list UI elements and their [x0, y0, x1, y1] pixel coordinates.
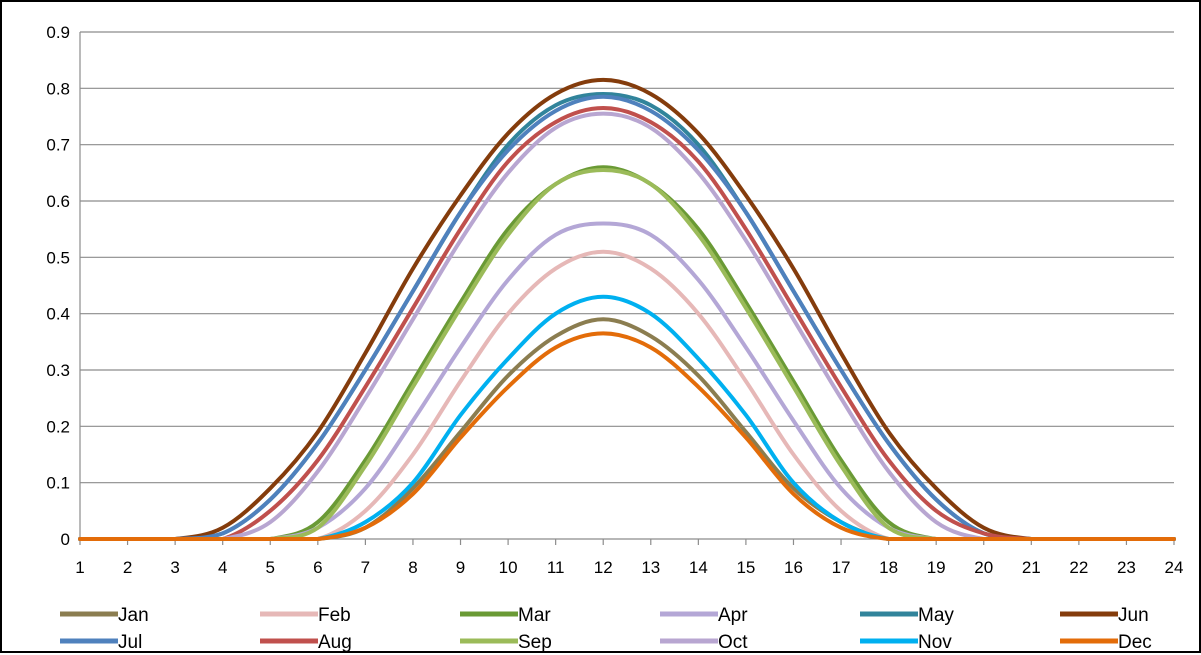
x-tick-label: 20 — [974, 558, 993, 577]
series-line-may — [78, 91, 1176, 541]
legend-label-aug: Aug — [318, 632, 352, 653]
y-tick-label: 0.7 — [46, 136, 70, 155]
legend-label-jul: Jul — [118, 632, 142, 653]
x-tick-label: 16 — [784, 558, 803, 577]
x-tick-label: 2 — [123, 558, 132, 577]
x-tick-label: 14 — [689, 558, 708, 577]
legend-label-apr: Apr — [718, 605, 748, 626]
series-line-dec — [78, 331, 1176, 541]
y-tick-label: 0.4 — [46, 305, 70, 324]
legend: Jan Feb Mar Apr May Jun Jul Aug Sep Oct Nov Dec — [60, 605, 1152, 653]
y-tick-label: 0.6 — [46, 192, 70, 211]
series-line-jun — [78, 77, 1176, 541]
x-tick-label: 12 — [594, 558, 613, 577]
x-tick-labels: 1 2 3 4 5 6 7 8 9 10 11 12 13 14 15 16 17 18 19 20 21 22 23 24 — [75, 558, 1183, 577]
y-tick-label: 0.5 — [46, 248, 70, 267]
legend-label-may: May — [918, 605, 954, 626]
x-tick-label: 5 — [266, 558, 275, 577]
x-tick-label: 23 — [1117, 558, 1136, 577]
y-tick-label: 0.9 — [46, 23, 70, 42]
legend-label-feb: Feb — [318, 605, 351, 626]
legend-label-jan: Jan — [118, 605, 149, 626]
legend-label-mar: Mar — [518, 605, 551, 626]
series-line-apr — [78, 221, 1176, 541]
x-tick-label: 3 — [170, 558, 179, 577]
x-tick-label: 24 — [1165, 558, 1184, 577]
legend-label-nov: Nov — [918, 632, 952, 653]
x-tick-label: 6 — [313, 558, 322, 577]
legend-label-oct: Oct — [718, 632, 748, 653]
legend-label-jun: Jun — [1118, 605, 1149, 626]
x-tick-label: 22 — [1069, 558, 1088, 577]
x-tick-label: 13 — [641, 558, 660, 577]
axes — [79, 32, 1175, 545]
x-tick-label: 21 — [1022, 558, 1041, 577]
series-line-jan — [78, 317, 1176, 541]
y-tick-label: 0.3 — [46, 361, 70, 380]
y-tick-label: 0.8 — [46, 79, 70, 98]
x-tick-label: 10 — [499, 558, 518, 577]
series-line-nov — [78, 294, 1176, 541]
x-tick-label: 18 — [879, 558, 898, 577]
series-line-aug — [78, 106, 1176, 541]
y-tick-label: 0 — [61, 530, 70, 549]
x-tick-label: 4 — [218, 558, 227, 577]
x-tick-label: 9 — [456, 558, 465, 577]
y-tick-label: 0.1 — [46, 474, 70, 493]
legend-label-sep: Sep — [518, 632, 552, 653]
x-tick-label: 1 — [75, 558, 84, 577]
x-tick-label: 19 — [927, 558, 946, 577]
x-tick-label: 17 — [832, 558, 851, 577]
x-tick-label: 8 — [408, 558, 417, 577]
x-tick-label: 15 — [736, 558, 755, 577]
legend-label-dec: Dec — [1118, 632, 1152, 653]
series-lines — [78, 77, 1176, 541]
x-tick-label: 7 — [361, 558, 370, 577]
x-tick-label: 11 — [547, 558, 565, 577]
y-tick-labels: 0 0.1 0.2 0.3 0.4 0.5 0.6 0.7 0.8 0.9 — [46, 23, 70, 549]
series-line-feb — [78, 249, 1176, 541]
series-line-jul — [78, 94, 1176, 541]
y-tick-label: 0.2 — [46, 417, 70, 436]
